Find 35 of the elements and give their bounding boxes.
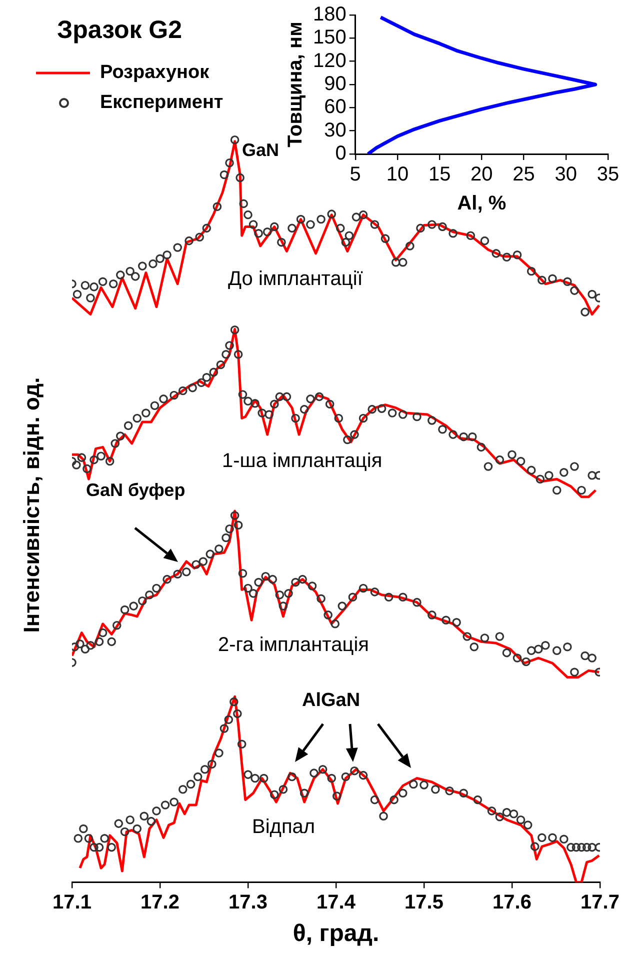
y-tick-label: 60 [324, 96, 346, 118]
annotation: 2-га імплантація [218, 634, 369, 657]
x-tick-label: 25 [512, 164, 535, 186]
y-tick-label: 150 [312, 26, 346, 49]
x-tick-label: 17.7 [580, 892, 620, 914]
y-tick-label: 90 [324, 73, 346, 96]
annotation: GaN буфер [86, 480, 186, 501]
x-tick-label: 17.1 [52, 892, 92, 914]
x-axis-title: θ, град. [292, 920, 380, 948]
x-tick-label: 17.4 [316, 892, 356, 914]
annotation: Відпал [252, 816, 316, 839]
y-tick-label: 0 [335, 142, 346, 165]
chart-title: Зразок G2 [57, 16, 182, 45]
x-tick-label: 17.6 [492, 892, 532, 914]
annotation: GaN [242, 140, 280, 161]
y-tick-label: 180 [312, 4, 346, 26]
x-axis-title: Al, % [457, 192, 506, 215]
y-tick-label: 120 [312, 50, 346, 72]
x-tick-label: 17.3 [228, 892, 268, 914]
legend-label: Експеримент [100, 92, 224, 114]
x-tick-label: 5 [350, 164, 361, 186]
legend-label: Розрахунок [100, 62, 210, 84]
y-axis-title: Товщина, нм [284, 22, 307, 148]
annotation: AlGaN [302, 690, 360, 712]
x-tick-label: 35 [596, 164, 620, 186]
x-tick-label: 20 [470, 164, 493, 186]
x-tick-label: 17.2 [140, 892, 180, 914]
annotation: 1-ша імплантація [222, 450, 382, 473]
annotation: До імплантації [228, 268, 363, 291]
x-tick-label: 15 [428, 164, 451, 186]
x-tick-label: 17.5 [404, 892, 444, 914]
y-tick-label: 30 [324, 119, 346, 142]
x-tick-label: 10 [386, 164, 409, 186]
y-axis-title: Інтенсивність, відн. од. [19, 377, 45, 633]
x-tick-label: 30 [554, 164, 578, 186]
